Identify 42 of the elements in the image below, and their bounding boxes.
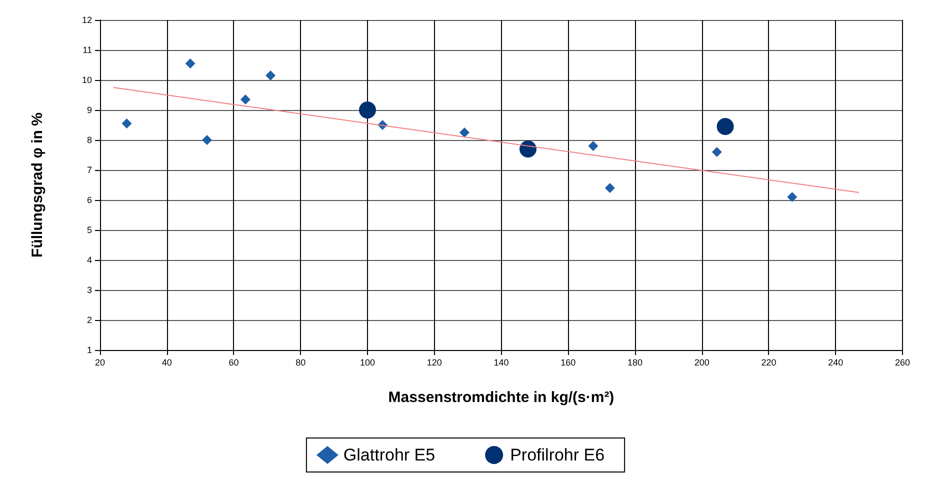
point: [359, 102, 376, 118]
y-tick-label: 6: [86, 195, 92, 205]
point: [588, 141, 598, 151]
point: [459, 128, 470, 138]
x-tick-label: 220: [761, 358, 776, 368]
y-tick-label: 10: [82, 75, 92, 85]
x-tick-label: 200: [694, 358, 710, 368]
y-tick-label: 11: [82, 45, 92, 55]
y-tick-label: 7: [86, 165, 92, 175]
point: [712, 147, 722, 157]
x-tick-label: 160: [560, 358, 576, 368]
point: [240, 94, 250, 104]
y-tick-label: 9: [86, 105, 92, 115]
x-tick-label: 80: [296, 358, 306, 368]
point: [716, 118, 734, 135]
y-tick-label: 3: [86, 285, 92, 295]
point: [787, 192, 798, 202]
x-tick-label: 140: [494, 358, 509, 368]
x-tick-label: 260: [894, 358, 910, 368]
x-tick-label: 100: [360, 358, 376, 368]
x-tick-label: 240: [828, 358, 844, 368]
point: [266, 70, 276, 80]
point: [122, 118, 132, 128]
point: [185, 58, 196, 68]
y-tick-label: 4: [86, 255, 92, 265]
point: [202, 135, 212, 145]
point: [604, 183, 615, 193]
x-tick-label: 120: [426, 358, 442, 368]
point: [520, 140, 536, 158]
legend-label: Glattrohr E5: [343, 446, 436, 464]
y-tick-label: 8: [86, 135, 92, 145]
y-tick-label: 12: [82, 15, 92, 25]
x-tick-label: 60: [228, 358, 239, 368]
y-tick-label: 5: [86, 225, 92, 235]
x-axis-title: Massenstromdichte in kg/(s·m²): [388, 389, 614, 406]
y-axis-title: Füllungsgrad φ in %: [29, 112, 46, 258]
x-tick-label: 40: [162, 358, 172, 368]
legend-label: Profilrohr E6: [510, 446, 605, 464]
x-tick-label: 20: [94, 358, 106, 368]
y-tick-label: 2: [86, 315, 92, 325]
y-tick-label: 1: [86, 345, 92, 355]
x-tick-label: 180: [627, 358, 643, 368]
